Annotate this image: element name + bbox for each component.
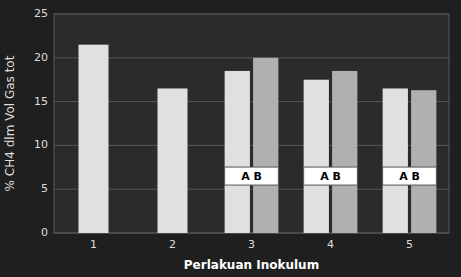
y-tick-label: 0 [41,226,48,239]
y-tick-label: 25 [34,7,48,20]
bar [253,58,278,233]
x-tick-label: 5 [406,238,413,251]
x-tick-label: 4 [327,238,334,251]
bar [157,88,187,233]
annotation-text: A B [399,170,420,183]
x-tick-label: 2 [169,238,176,251]
bar [332,71,357,233]
bar [225,71,250,233]
x-tick-label: 3 [248,238,255,251]
x-tick-label: 1 [90,238,97,251]
y-tick-label: 15 [34,95,48,108]
annotation-box [383,167,437,185]
bar [78,45,108,233]
y-tick-label: 5 [41,182,48,195]
bar [411,90,436,233]
background [0,0,461,277]
x-axis-label: Perlakuan Inokulum [184,258,319,272]
plot-area [54,14,449,233]
y-axis-label: % CH4 dlm Vol Gas tot [3,55,17,191]
grid-line [54,14,449,15]
annotation-box [304,167,358,185]
chart: 0 5 10 15 20 25 A B A B A B 1 2 3 4 5 Perlakuan Inokul… [0,0,461,277]
annotation-box [225,167,279,185]
y-tick-label: 20 [34,51,48,64]
bars [78,45,436,233]
grid-line [54,57,449,58]
annotation-text: A B [320,170,341,183]
bar [383,88,408,233]
annotation-text: A B [241,170,262,183]
bar [304,80,329,233]
y-tick-label: 10 [34,138,48,151]
